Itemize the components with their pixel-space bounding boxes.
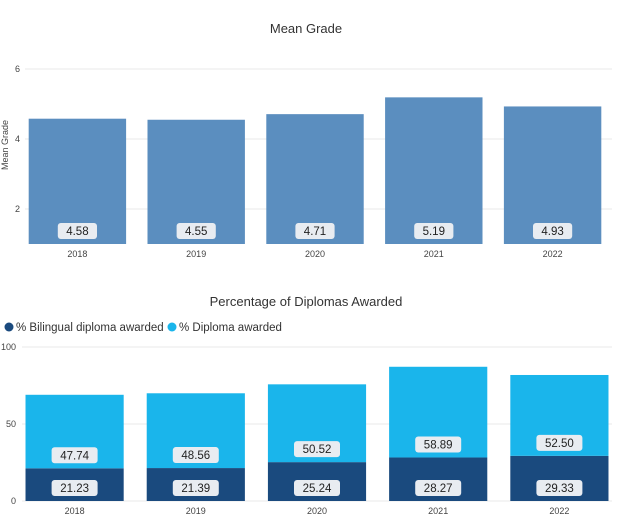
mean-grade-y-axis-label: Mean Grade [0, 120, 10, 170]
diplomas-data-label-bilingual-2019-text: 21.39 [181, 483, 210, 495]
mean-grade-x-tick-label: 2019 [186, 249, 206, 259]
diplomas-x-tick-label: 2018 [65, 506, 85, 516]
legend-label-diploma: % Diploma awarded [179, 322, 282, 334]
diplomas-x-ticks: 2018 2019 2020 2021 2022 [65, 506, 570, 516]
mean-grade-data-label-2022-bg [533, 223, 573, 239]
mean-grade-x-tick-label: 2020 [305, 249, 325, 259]
diplomas-data-label-bilingual-2018-text: 21.23 [60, 483, 89, 495]
mean-grade-bar-2021 [385, 97, 483, 244]
diplomas-data-label-diploma-2022-text: 52.50 [545, 438, 574, 450]
mean-grade-x-ticks: 2018 2019 2020 2021 2022 [67, 249, 562, 259]
diplomas-data-labels: 21.23 47.74 21.39 48.56 25.24 50.52 28.27 58.89… [51, 434, 583, 496]
diplomas-data-label-bilingual-2020-text: 25.24 [303, 483, 332, 495]
mean-grade-y-tick-label: 2 [15, 204, 20, 214]
diplomas-data-label-bilingual-2020-bg [294, 480, 340, 496]
diplomas-x-tick-label: 2021 [428, 506, 448, 516]
diplomas-data-label-bilingual-2021: 28.27 [415, 480, 462, 496]
diplomas-data-label-diploma-2019-bg [172, 447, 219, 464]
diplomas-data-label-diploma-2020-text: 50.52 [303, 444, 332, 456]
diplomas-data-label-bilingual-2019: 21.39 [172, 480, 219, 496]
diplomas-data-label-diploma-2020: 50.52 [294, 441, 340, 458]
diplomas-y-ticks: 0 50 100 [1, 342, 16, 506]
diplomas-data-label-bilingual-2018-bg [51, 480, 98, 496]
mean-grade-x-tick-label: 2022 [543, 249, 563, 259]
mean-grade-data-label-2021-text: 5.19 [423, 226, 445, 238]
mean-grade-data-label-2021-bg [414, 223, 454, 239]
legend-dot-diploma [167, 322, 177, 332]
mean-grade-data-label-2020-bg [295, 223, 335, 239]
diplomas-bars [25, 366, 609, 501]
legend-label-bilingual: % Bilingual diploma awarded [16, 322, 164, 334]
diplomas-x-tick-label: 2019 [186, 506, 206, 516]
mean-grade-data-labels: 4.58 4.55 4.71 5.19 4.93 [57, 223, 573, 239]
mean-grade-y-tick-label: 6 [15, 64, 20, 74]
diplomas-data-label-diploma-2018-bg [51, 447, 98, 464]
mean-grade-y-ticks: 2 4 6 [15, 64, 20, 214]
mean-grade-y-tick-label: 4 [15, 134, 20, 144]
diplomas-data-label-diploma-2022-bg [536, 434, 583, 451]
diplomas-data-label-bilingual-2022: 29.33 [536, 480, 583, 496]
diplomas-data-label-diploma-2021: 58.89 [415, 436, 462, 453]
mean-grade-chart: Mean Grade Mean Grade 2 4 6 4.58 4.55 4.71 5.… [0, 21, 612, 259]
mean-grade-data-label-2022-text: 4.93 [541, 226, 563, 238]
legend-dot-bilingual [4, 322, 14, 332]
diplomas-data-label-diploma-2019: 48.56 [172, 447, 219, 464]
diplomas-y-tick-label: 100 [1, 342, 16, 352]
mean-grade-data-label-2019-text: 4.55 [185, 226, 207, 238]
diplomas-data-label-diploma-2018: 47.74 [51, 447, 98, 464]
diplomas-legend: % Bilingual diploma awarded % Diploma aw… [4, 322, 282, 334]
diplomas-data-label-bilingual-2018: 21.23 [51, 480, 98, 496]
diplomas-y-tick-label: 50 [6, 419, 16, 429]
diplomas-chart: Percentage of Diplomas Awarded % Bilingu… [1, 294, 612, 516]
diplomas-data-label-bilingual-2021-text: 28.27 [424, 483, 453, 495]
mean-grade-data-label-2019: 4.55 [176, 223, 216, 239]
diplomas-data-label-diploma-2019-text: 48.56 [181, 450, 210, 462]
mean-grade-data-label-2018-text: 4.58 [66, 226, 88, 238]
mean-grade-title: Mean Grade [270, 21, 342, 36]
diplomas-data-label-diploma-2021-text: 58.89 [424, 439, 453, 451]
mean-grade-data-label-2019-bg [176, 223, 216, 239]
mean-grade-x-tick-label: 2018 [67, 249, 87, 259]
mean-grade-bar-2020 [266, 114, 364, 245]
diplomas-data-label-bilingual-2021-bg [415, 480, 462, 496]
diplomas-data-label-diploma-2020-bg [294, 441, 340, 458]
mean-grade-data-label-2021: 5.19 [414, 223, 454, 239]
diplomas-y-tick-label: 0 [11, 496, 16, 506]
diplomas-data-label-bilingual-2022-bg [536, 480, 583, 496]
diplomas-title: Percentage of Diplomas Awarded [210, 294, 403, 309]
diplomas-data-label-diploma-2022: 52.50 [536, 434, 583, 451]
mean-grade-bars [28, 97, 602, 245]
diplomas-x-tick-label: 2022 [549, 506, 569, 516]
diplomas-data-label-bilingual-2020: 25.24 [294, 480, 340, 496]
mean-grade-x-tick-label: 2021 [424, 249, 444, 259]
mean-grade-data-label-2018: 4.58 [57, 223, 97, 239]
diplomas-data-label-bilingual-2019-bg [172, 480, 219, 496]
diplomas-data-label-diploma-2021-bg [415, 436, 462, 453]
diplomas-x-tick-label: 2020 [307, 506, 327, 516]
mean-grade-data-label-2018-bg [57, 223, 97, 239]
mean-grade-bar-2022 [503, 106, 602, 244]
diplomas-data-label-diploma-2018-text: 47.74 [60, 450, 89, 462]
mean-grade-data-label-2022: 4.93 [533, 223, 573, 239]
mean-grade-data-label-2020: 4.71 [295, 223, 335, 239]
mean-grade-data-label-2020-text: 4.71 [304, 226, 326, 238]
diplomas-data-label-bilingual-2022-text: 29.33 [545, 483, 574, 495]
